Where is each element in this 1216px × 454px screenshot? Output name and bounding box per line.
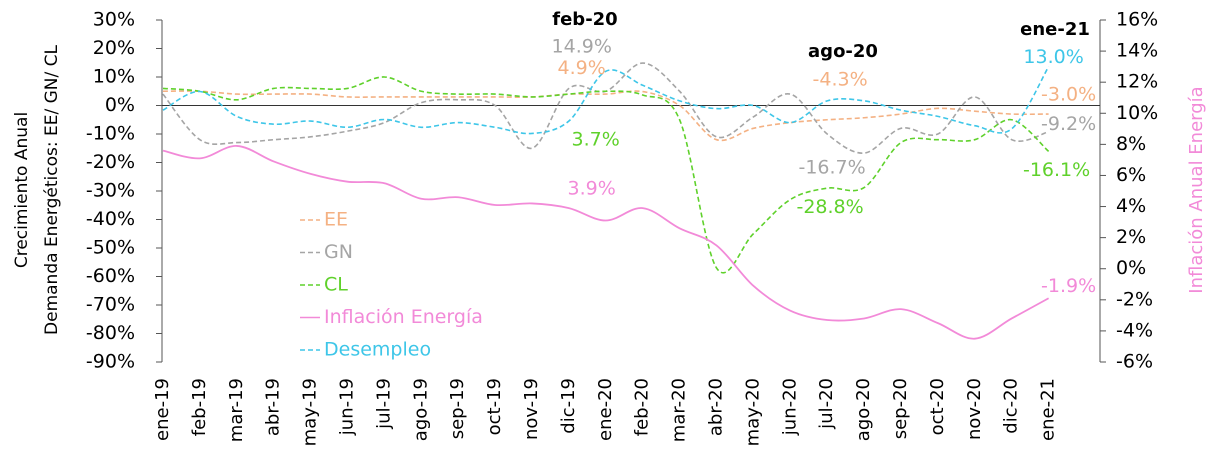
data-label: -28.8% <box>796 196 863 218</box>
y-tick-label: -30% <box>86 180 135 202</box>
legend-label: Inflación Energía <box>324 306 483 328</box>
y-tick-label: 10% <box>93 66 135 88</box>
data-label: -1.9% <box>1041 275 1096 297</box>
x-tick-label: abr-19 <box>263 378 284 436</box>
y-tick-label: -20% <box>86 151 135 173</box>
y-tick-label: -10% <box>86 123 135 145</box>
x-tick-label: oct-20 <box>927 378 948 435</box>
x-tick-label: mar-19 <box>226 378 247 442</box>
x-tick-label: oct-19 <box>484 378 505 435</box>
y2-tick-label: -6% <box>1116 351 1153 373</box>
x-tick-label: sep-19 <box>447 378 468 439</box>
y-tick-label: 30% <box>93 9 135 31</box>
data-label: -16.1% <box>1023 159 1090 181</box>
series-line <box>162 90 1049 142</box>
data-label: -4.3% <box>813 68 868 90</box>
y2-tick-label: 8% <box>1116 133 1146 155</box>
y2-tick-label: -4% <box>1116 319 1153 341</box>
x-tick-label: ene-19 <box>152 378 173 441</box>
x-tick-label: jul-19 <box>373 378 394 430</box>
x-tick-label: abr-20 <box>706 378 727 436</box>
x-tick-label: feb-19 <box>189 378 210 436</box>
y-tick-label: -50% <box>86 237 135 259</box>
x-tick-label: jun-19 <box>337 378 358 436</box>
x-tick-label: jul-20 <box>816 378 837 430</box>
y2-tick-label: 2% <box>1116 226 1146 248</box>
y-axis-label: Crecimiento Anual <box>12 112 32 268</box>
legend-label: EE <box>324 209 348 231</box>
y2-tick-label: 14% <box>1116 40 1158 62</box>
y2-tick-label: 6% <box>1116 164 1146 186</box>
annotation: ene-21 <box>1020 19 1090 40</box>
annotation: ago-20 <box>808 41 878 62</box>
y2-tick-label: -2% <box>1116 288 1153 310</box>
y2-tick-label: 4% <box>1116 195 1146 217</box>
x-tick-label: mar-20 <box>669 378 690 442</box>
data-label: 14.9% <box>552 36 612 58</box>
legend-label: Desempleo <box>324 339 431 361</box>
data-label: 13.0% <box>1023 46 1083 68</box>
series-line <box>162 66 1050 135</box>
y2-tick-label: 0% <box>1116 257 1146 279</box>
y-tick-label: 0% <box>105 94 135 116</box>
x-tick-label: ago-20 <box>853 378 874 441</box>
data-label: 4.9% <box>558 57 606 79</box>
x-tick-label: ago-19 <box>410 378 431 441</box>
legend-label: GN <box>324 241 353 263</box>
x-tick-label: dic-20 <box>1001 378 1022 434</box>
y2-tick-label: 12% <box>1116 71 1158 93</box>
x-tick-label: nov-19 <box>521 378 542 440</box>
x-tick-label: ene-21 <box>1038 378 1059 441</box>
data-label: -3.0% <box>1041 84 1096 106</box>
annotation: feb-20 <box>552 9 617 30</box>
data-label: -16.7% <box>798 157 865 179</box>
x-tick-label: ene-20 <box>595 378 616 441</box>
y-tick-label: -80% <box>86 322 135 344</box>
series-line <box>162 76 1050 274</box>
x-tick-label: nov-20 <box>964 378 985 440</box>
y2-tick-label: 16% <box>1116 9 1158 31</box>
y2-axis-label: Inflación Anual Energía <box>1186 86 1207 293</box>
y-tick-label: -70% <box>86 294 135 316</box>
y-tick-label: -60% <box>86 265 135 287</box>
x-tick-label: jun-20 <box>779 378 800 436</box>
x-tick-label: feb-20 <box>632 378 653 436</box>
x-tick-label: dic-19 <box>558 378 579 434</box>
x-tick-label: sep-20 <box>890 378 911 439</box>
series-line <box>162 145 1050 340</box>
x-tick-label: may-19 <box>300 378 321 446</box>
x-tick-label: may-20 <box>742 378 763 446</box>
data-label: 3.7% <box>572 128 620 150</box>
data-label: -9.2% <box>1041 113 1096 135</box>
y-tick-label: -90% <box>86 351 135 373</box>
data-label: 3.9% <box>568 178 616 200</box>
y-tick-label: -40% <box>86 208 135 230</box>
legend-label: CL <box>324 274 348 296</box>
y2-tick-label: 10% <box>1116 102 1158 124</box>
y-tick-label: 20% <box>93 37 135 59</box>
y-axis-label: Demanda Energéticos: EE/ GN/ CL <box>42 45 62 335</box>
